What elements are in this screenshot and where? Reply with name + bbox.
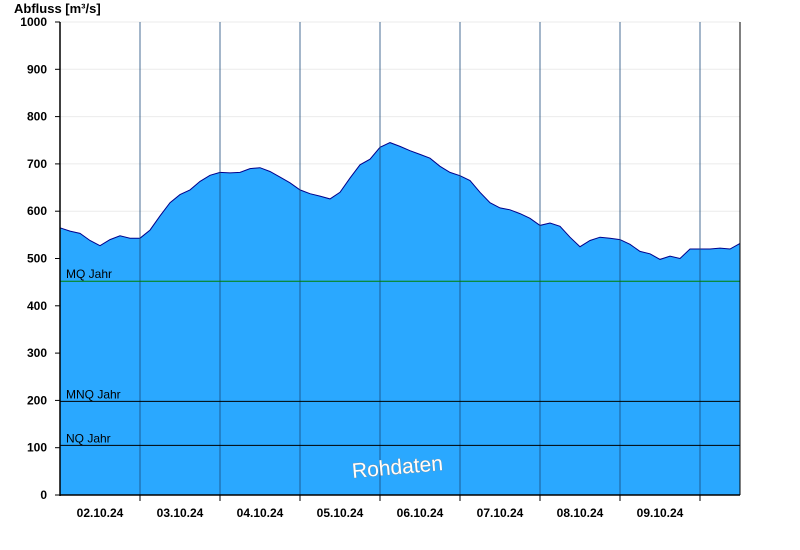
y-tick-label: 1000: [20, 15, 47, 29]
reference-line-label: MQ Jahr: [66, 267, 112, 281]
x-tick-label: 06.10.24: [397, 506, 444, 520]
y-tick-label: 200: [27, 393, 47, 407]
y-tick-label: 400: [27, 299, 47, 313]
axes: 02.10.24 03.10.24 04.10.24 05.10.24 06.10.24…: [20, 15, 741, 520]
y-tick-label: 900: [27, 62, 47, 76]
discharge-series: [59, 142, 741, 495]
y-tick-label: 500: [27, 252, 47, 266]
reference-line-label: MNQ Jahr: [66, 387, 121, 401]
reference-lines: MQ Jahr MNQ Jahr NQ Jahr: [60, 267, 740, 446]
x-tick-label: 03.10.24: [157, 506, 204, 520]
x-tick-label: 04.10.24: [237, 506, 284, 520]
y-tick-label: 700: [27, 157, 47, 171]
y-axis-title: Abfluss [m³/s]: [14, 1, 101, 16]
y-tick-label: 0: [40, 488, 47, 502]
x-tick-label: 09.10.24: [637, 506, 684, 520]
x-tick-label: 02.10.24: [77, 506, 124, 520]
y-tick-label: 800: [27, 110, 47, 124]
discharge-line: [59, 142, 741, 260]
discharge-area: [60, 142, 740, 495]
y-tick-label: 300: [27, 346, 47, 360]
y-tick-label: 100: [27, 441, 47, 455]
x-tick-label: 05.10.24: [317, 506, 364, 520]
y-tick-label: 600: [27, 204, 47, 218]
day-separators: [139, 22, 701, 495]
reference-line-label: NQ Jahr: [66, 431, 111, 445]
x-tick-label: 07.10.24: [477, 506, 524, 520]
x-tick-label: 08.10.24: [557, 506, 604, 520]
